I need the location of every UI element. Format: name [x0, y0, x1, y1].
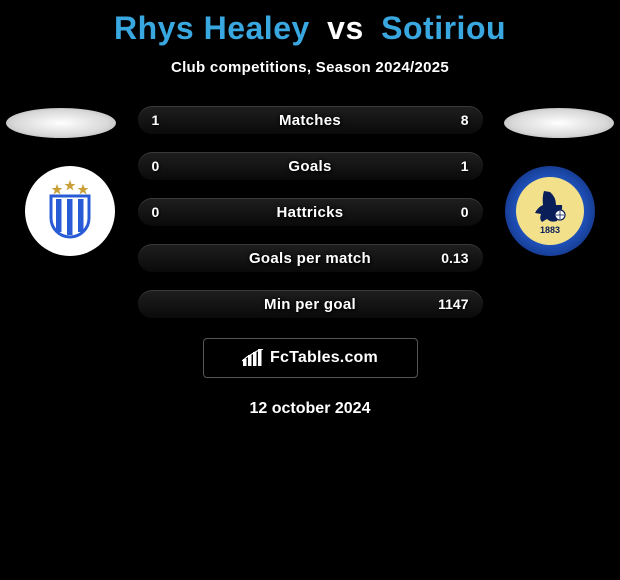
stat-left-value: 0 — [152, 204, 160, 220]
bar-chart-icon — [242, 349, 264, 367]
player2-club-crest: 1883 — [505, 166, 595, 256]
stat-label: Goals per match — [249, 250, 371, 267]
player1-club-crest — [25, 166, 115, 256]
stat-row-hattricks: 0 Hattricks 0 — [138, 198, 483, 226]
stat-right-value: 8 — [461, 112, 469, 128]
stat-left-value: 0 — [152, 158, 160, 174]
stat-right-value: 0 — [461, 204, 469, 220]
watermark-text: FcTables.com — [270, 349, 378, 367]
content-area: 1883 1 Matches 8 0 Goals 1 0 Hattricks 0… — [0, 106, 620, 418]
stat-row-matches: 1 Matches 8 — [138, 106, 483, 134]
watermark: FcTables.com — [203, 338, 418, 378]
date-label: 12 october 2024 — [0, 400, 620, 418]
stat-label: Matches — [279, 112, 341, 129]
player2-platform — [504, 108, 614, 138]
stat-label: Min per goal — [264, 296, 356, 313]
stat-left-value: 1 — [152, 112, 160, 128]
bristol-rovers-crest-icon: 1883 — [510, 171, 590, 251]
player2-name: Sotiriou — [381, 10, 506, 46]
stat-row-min-per-goal: Min per goal 1147 — [138, 290, 483, 318]
vs-label: vs — [327, 10, 364, 46]
huddersfield-crest-icon — [35, 176, 105, 246]
stat-label: Goals — [288, 158, 331, 175]
player1-platform — [6, 108, 116, 138]
crest-year: 1883 — [540, 225, 560, 235]
stat-right-value: 0.13 — [441, 250, 468, 266]
stat-row-goals-per-match: Goals per match 0.13 — [138, 244, 483, 272]
comparison-title: Rhys Healey vs Sotiriou — [0, 0, 620, 47]
stat-right-value: 1 — [461, 158, 469, 174]
stat-row-goals: 0 Goals 1 — [138, 152, 483, 180]
stat-label: Hattricks — [277, 204, 344, 221]
stat-right-value: 1147 — [438, 296, 468, 312]
subtitle: Club competitions, Season 2024/2025 — [0, 59, 620, 76]
player1-name: Rhys Healey — [114, 10, 310, 46]
